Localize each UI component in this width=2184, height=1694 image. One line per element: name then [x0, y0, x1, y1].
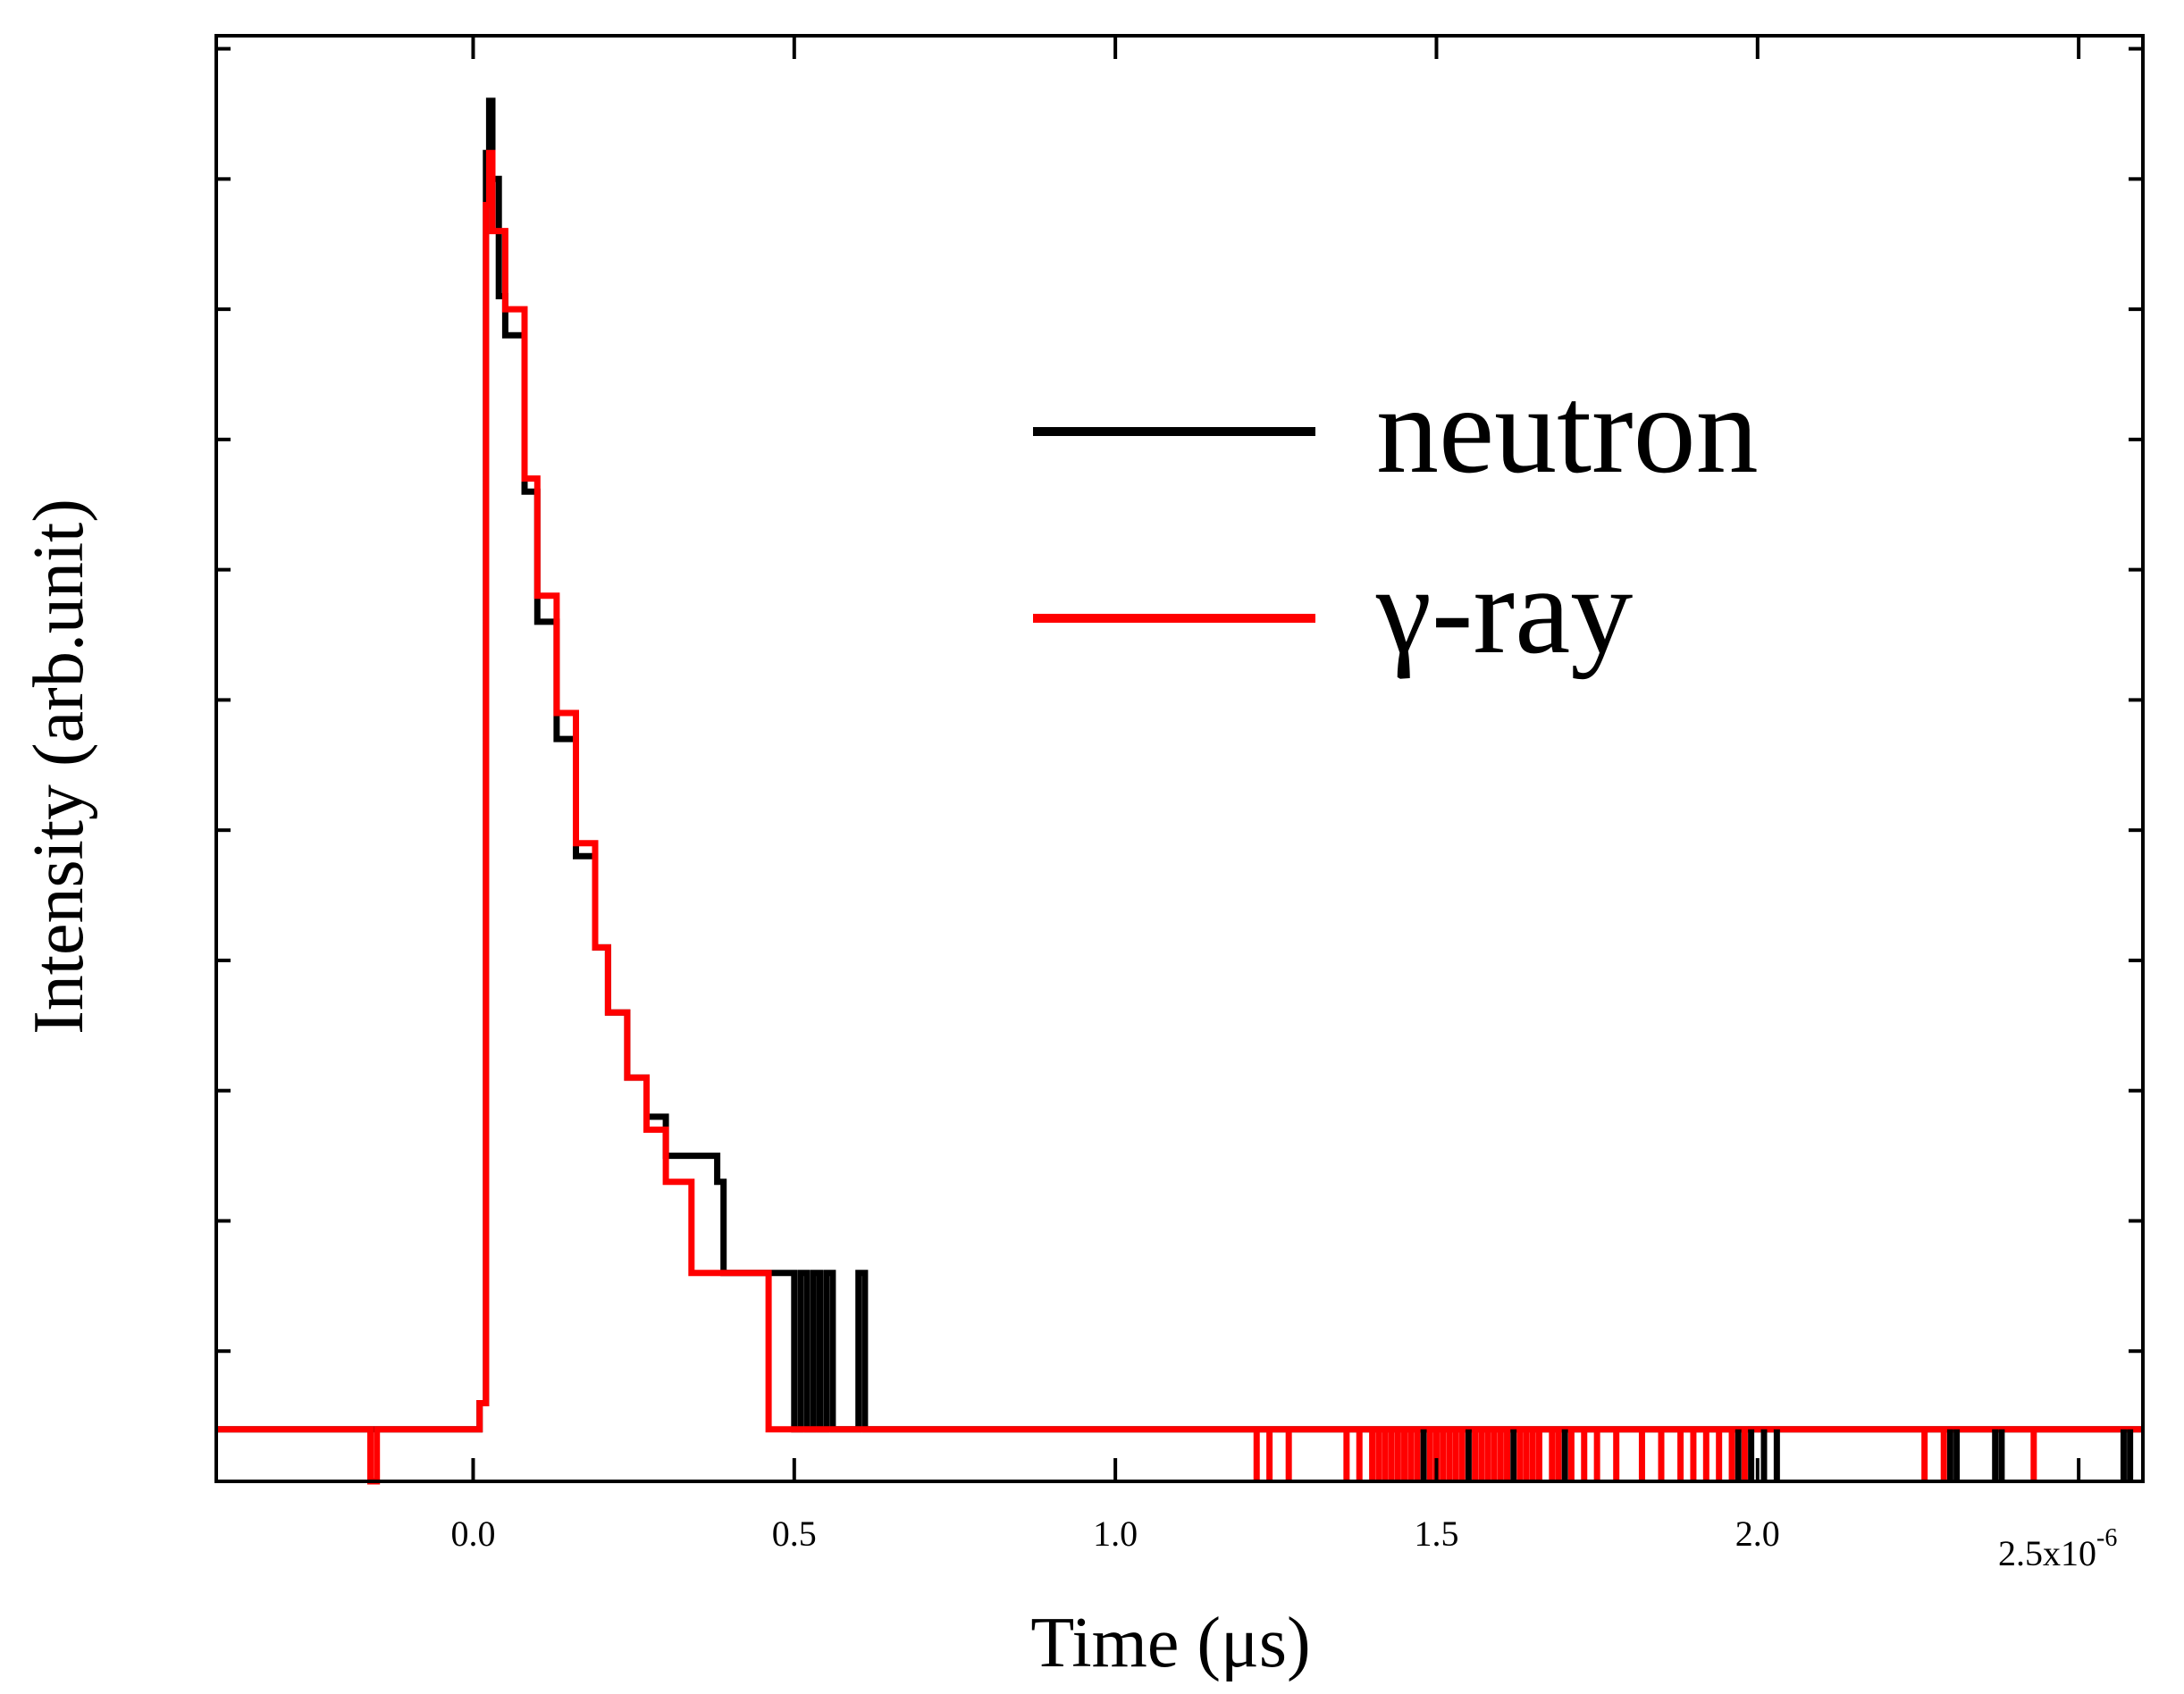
y-axis-ticks [216, 46, 2143, 1483]
plot-frame [214, 34, 2145, 1483]
legend: neutron γ-ray [1033, 361, 1759, 680]
legend-label-neutron: neutron [1376, 361, 1759, 499]
x-tick-label: 1.5 [1414, 1514, 1458, 1554]
x-axis-title: Time (μs) [1030, 1604, 1310, 1682]
legend-label-gamma-ray: γ-ray [1375, 541, 1633, 680]
y-axis-title: Intensity (arb.unit) [20, 499, 98, 1035]
x-tick-label: 0.5 [772, 1514, 817, 1554]
series-line-gamma-ray [216, 149, 2143, 1485]
x-tick-label: 0.0 [450, 1514, 495, 1554]
series-layer [216, 97, 2143, 1485]
x-tick-label: 1.0 [1093, 1514, 1138, 1554]
x-exponent-label: 2.5x10-6 [1998, 1524, 2117, 1573]
x-tick-label: 2.0 [1735, 1514, 1780, 1554]
x-axis-ticks: 0.0 0.5 1.0 1.5 2.0 [450, 36, 2081, 1554]
